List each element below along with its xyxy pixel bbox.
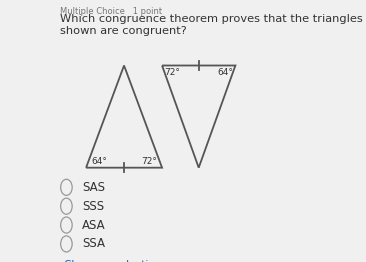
Text: ASA: ASA [82,219,106,232]
Text: SSS: SSS [82,200,104,213]
Text: Multiple Choice   1 point: Multiple Choice 1 point [60,7,162,15]
Text: Clear my selection: Clear my selection [64,260,161,262]
Text: 72°: 72° [165,68,180,77]
Text: SAS: SAS [82,181,105,194]
Text: Which congruence theorem proves that the triangles shown are congruent?: Which congruence theorem proves that the… [60,14,363,36]
Text: 64°: 64° [92,157,108,166]
Text: 72°: 72° [141,157,157,166]
Text: SSA: SSA [82,237,105,250]
Text: 64°: 64° [217,68,233,77]
